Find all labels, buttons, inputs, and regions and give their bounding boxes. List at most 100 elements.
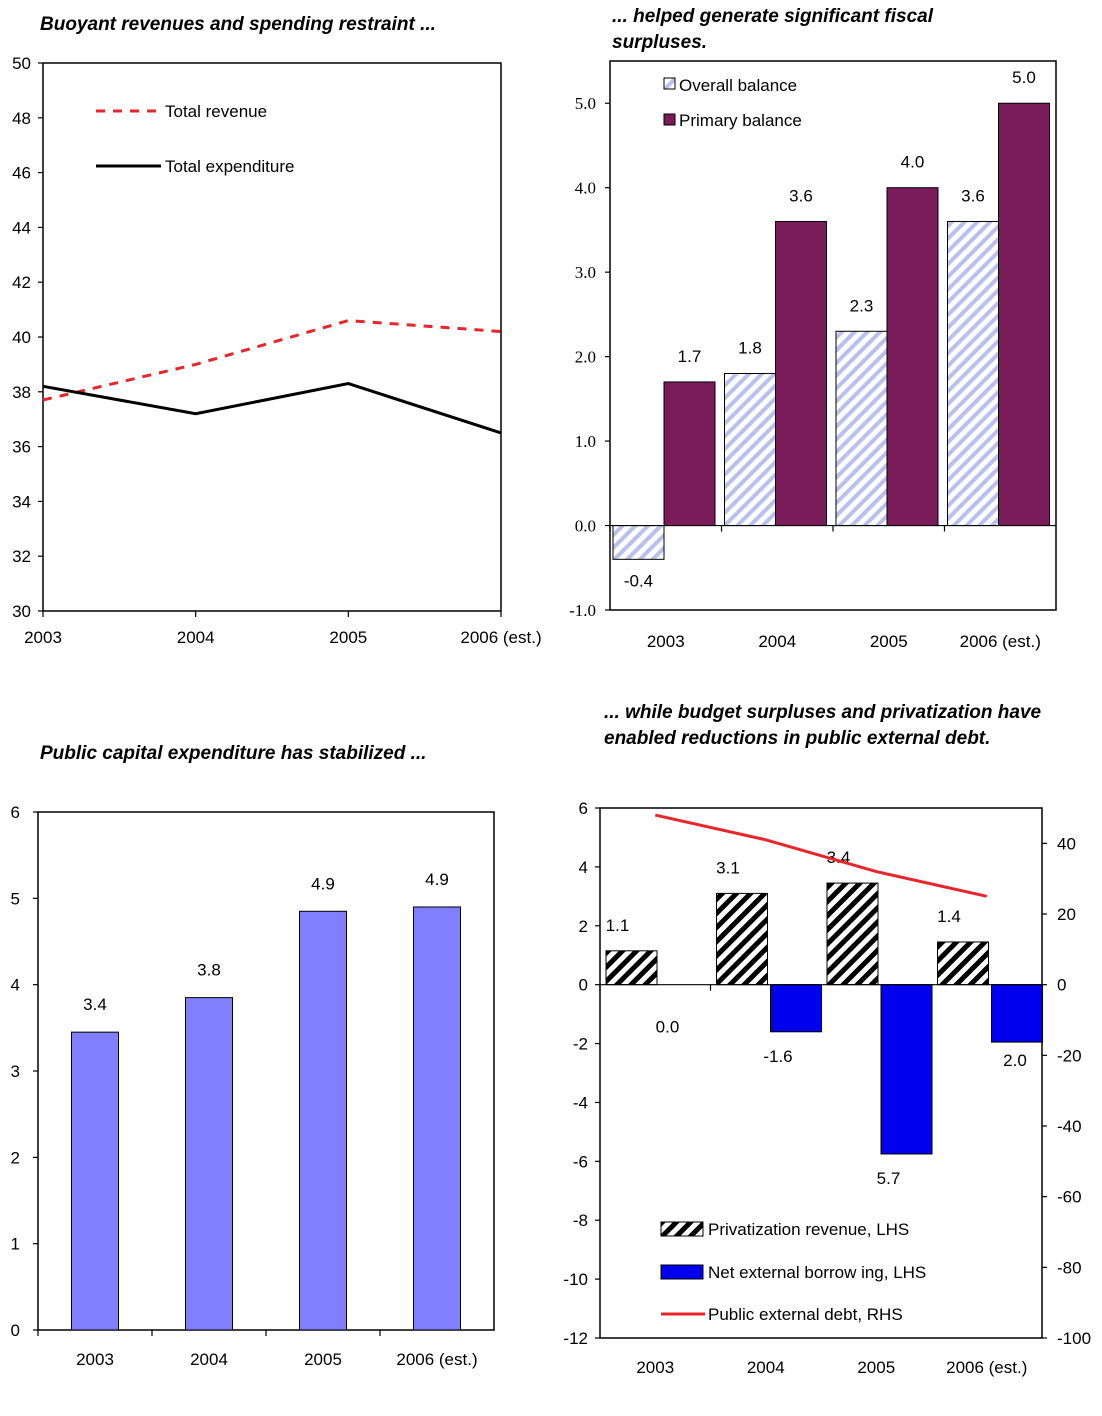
- y-tick-label: 4.0: [575, 179, 596, 198]
- y-tick-label: 5.0: [575, 94, 596, 113]
- y-tick-label: -1.0: [569, 601, 596, 620]
- series-line-public-external-debt: [654, 813, 988, 898]
- x-tick-label: 2006 (est.): [396, 1350, 477, 1369]
- legend-label: Overall balance: [679, 76, 797, 95]
- y2-tick-label: -60: [1057, 1188, 1082, 1207]
- bar-capital-expenditure: [185, 997, 233, 1331]
- y2-tick-label: 20: [1057, 905, 1076, 924]
- y-tick-label: -2: [573, 1035, 588, 1054]
- x-tick-label: 2003: [636, 1358, 674, 1377]
- data-label: 3.1: [716, 858, 740, 877]
- y-tick-label: 2: [11, 1148, 20, 1167]
- legend-label: Primary balance: [679, 111, 802, 130]
- x-tick-label: 2005: [870, 632, 908, 651]
- data-label: 1.8: [738, 339, 762, 358]
- y-tick-label: -10: [563, 1270, 588, 1289]
- series-line-total-revenue: [42, 319, 502, 402]
- y-tick-label: 6: [11, 803, 20, 822]
- y-tick-label: 44: [12, 218, 31, 237]
- series-line-total-expenditure: [42, 382, 502, 435]
- data-label: 1.7: [678, 347, 702, 366]
- data-label: 4.0: [901, 153, 925, 172]
- legend-swatch: [663, 77, 676, 90]
- data-label: 5.0: [1012, 68, 1036, 87]
- bar-capital-expenditure: [71, 1031, 119, 1331]
- x-tick-label: 2004: [177, 628, 215, 647]
- y-tick-label: 3.0: [575, 263, 596, 282]
- data-label: 3.6: [789, 186, 813, 205]
- chart-title-revenue: Buoyant revenues and spending restraint …: [40, 14, 436, 35]
- data-label: -0.4: [624, 571, 653, 590]
- legend-swatch: [660, 1221, 704, 1237]
- y2-tick-label: 40: [1057, 834, 1076, 853]
- x-tick-label: 2004: [747, 1358, 785, 1377]
- legend-label: Total expenditure: [165, 157, 294, 176]
- y-tick-label: 48: [12, 109, 31, 128]
- y-tick-label: -6: [573, 1152, 588, 1171]
- legend-swatch: [660, 1264, 704, 1280]
- y-tick-label: 36: [12, 438, 31, 457]
- y-tick-label: 1.0: [575, 432, 596, 451]
- data-label: 4.9: [311, 874, 335, 893]
- y-tick-label: -8: [573, 1211, 588, 1230]
- y-tick-label: 1: [11, 1235, 20, 1254]
- y2-tick-label: -80: [1057, 1258, 1082, 1277]
- x-tick-label: 2005: [857, 1358, 895, 1377]
- legend-swatch: [663, 113, 676, 126]
- bar-privatization-revenue: [826, 882, 879, 986]
- legend-label: Public external debt, RHS: [708, 1305, 903, 1324]
- legend-label: Net external borrow ing, LHS: [708, 1263, 926, 1282]
- plot-frame: [42, 62, 502, 612]
- legend-label: Total revenue: [165, 102, 267, 121]
- y-tick-label: 0: [11, 1321, 20, 1340]
- y-tick-label: 50: [12, 54, 31, 73]
- bar-privatization-revenue: [716, 892, 768, 986]
- plot-frame: [609, 60, 1057, 611]
- bar-net-external-borrowing: [880, 984, 933, 1155]
- y-tick-label: -12: [563, 1329, 588, 1348]
- data-label: 1.4: [937, 907, 961, 926]
- chart-title-fiscal: ... helped generate significant fiscal s…: [612, 6, 933, 53]
- chart-title-capital: Public capital expenditure has stabilize…: [40, 743, 427, 764]
- y-tick-label: 2: [579, 917, 588, 936]
- y-tick-label: 46: [12, 164, 31, 183]
- bar-overall-balance: [724, 373, 776, 527]
- bar-primary-balance: [775, 220, 827, 527]
- data-label: 5.7: [877, 1169, 901, 1188]
- y-tick-label: 42: [12, 273, 31, 292]
- bar-net-external-borrowing: [770, 984, 822, 1033]
- y2-tick-label: -40: [1057, 1117, 1082, 1136]
- y-tick-label: 6: [579, 799, 588, 818]
- y-tick-label: 0.0: [575, 517, 596, 536]
- bar-overall-balance: [835, 330, 888, 527]
- y-tick-label: 38: [12, 383, 31, 402]
- bar-privatization-revenue: [937, 941, 989, 986]
- bar-net-external-borrowing: [991, 984, 1043, 1043]
- y-tick-label: 4: [11, 976, 20, 995]
- y-tick-label: 40: [12, 328, 31, 347]
- data-label: 1.1: [606, 916, 630, 935]
- bar-overall-balance: [612, 525, 665, 560]
- legend-label: Privatization revenue, LHS: [708, 1220, 909, 1239]
- x-tick-label: 2003: [24, 628, 62, 647]
- y2-tick-label: -20: [1057, 1046, 1082, 1065]
- y-tick-label: -4: [573, 1093, 588, 1112]
- y2-tick-label: 0: [1057, 976, 1066, 995]
- x-tick-label: 2006 (est.): [946, 1358, 1027, 1377]
- y2-tick-label: -100: [1057, 1329, 1091, 1348]
- bar-primary-balance: [886, 187, 939, 527]
- data-label: 4.9: [425, 870, 449, 889]
- x-tick-label: 2005: [329, 628, 367, 647]
- bar-overall-balance: [947, 220, 999, 527]
- x-tick-label: 2004: [758, 632, 796, 651]
- y-tick-label: 4: [579, 858, 588, 877]
- x-tick-label: 2004: [190, 1350, 228, 1369]
- data-label: 0.0: [656, 1018, 680, 1037]
- y-tick-label: 2.0: [575, 348, 596, 367]
- y-tick-label: 0: [579, 976, 588, 995]
- data-label: 3.6: [961, 186, 985, 205]
- data-label: 2.0: [1003, 1051, 1027, 1070]
- bar-primary-balance: [663, 381, 716, 527]
- bar-capital-expenditure: [299, 910, 347, 1331]
